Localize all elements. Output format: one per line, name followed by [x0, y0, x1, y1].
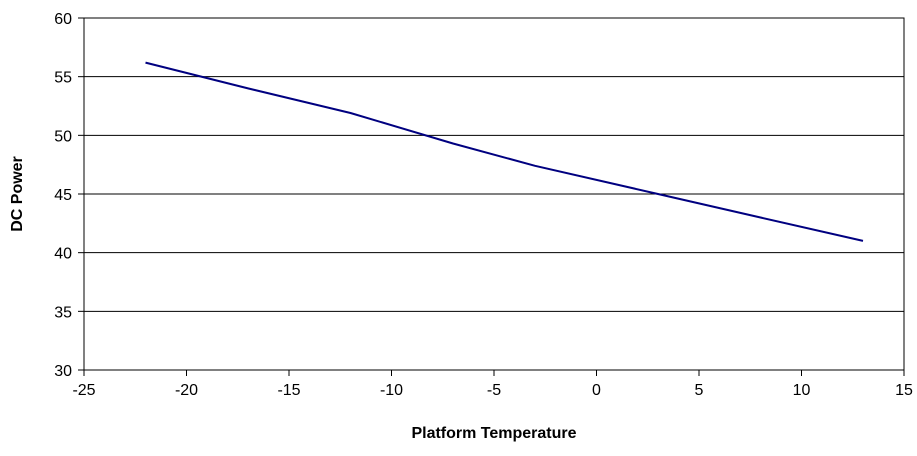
y-axis-title: DC Power [9, 156, 26, 232]
series-layer [145, 61, 864, 242]
series-line [145, 61, 864, 242]
y-tick-label: 30 [54, 363, 72, 380]
x-tick-label: -25 [72, 382, 95, 399]
y-tick-label: 55 [54, 70, 72, 87]
x-tick-label: -5 [487, 382, 501, 399]
y-tick-label: 35 [54, 304, 72, 321]
x-axis: -25 -20 -15 -10 -5 0 5 10 15 [72, 370, 913, 399]
y-axis: 30 35 40 45 50 55 60 [54, 11, 84, 380]
y-tick-label: 50 [54, 128, 72, 145]
x-tick-label: 10 [793, 382, 811, 399]
x-tick-label: 15 [895, 382, 913, 399]
x-tick-label: -20 [175, 382, 198, 399]
gridlines [84, 76, 904, 312]
y-tick-label: 40 [54, 246, 72, 263]
y-tick-label: 60 [54, 11, 72, 28]
x-tick-label: 5 [695, 382, 704, 399]
x-tick-label: 0 [592, 382, 601, 399]
x-tick-label: -10 [380, 382, 403, 399]
x-tick-label: -15 [277, 382, 300, 399]
y-tick-label: 45 [54, 187, 72, 204]
x-axis-title: Platform Temperature [411, 425, 576, 442]
